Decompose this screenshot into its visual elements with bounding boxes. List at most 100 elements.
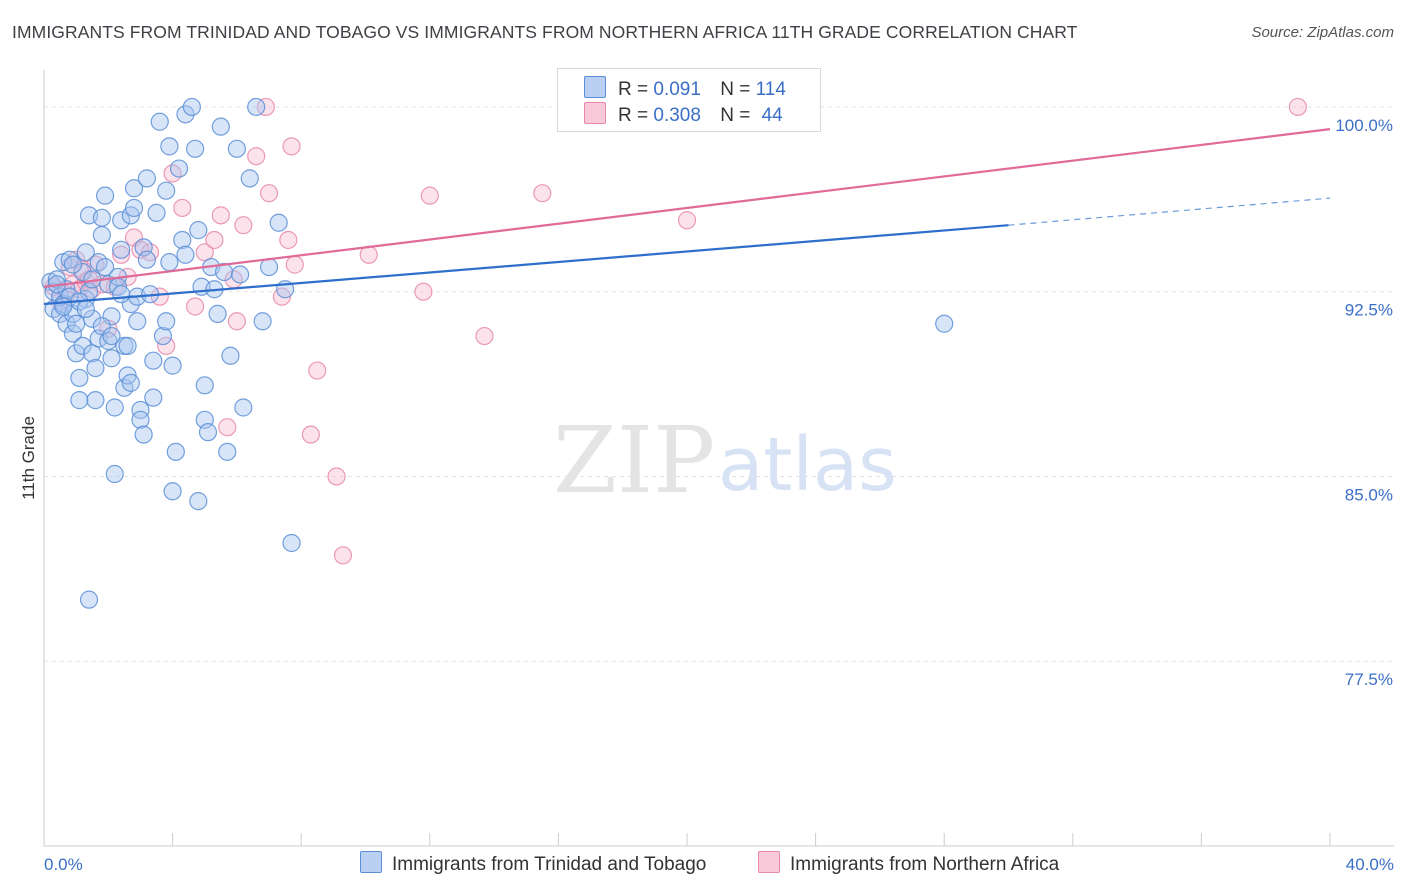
scatter-point-northern-africa [475,326,494,346]
scatter-point-trinidad-tobago [121,294,140,314]
scatter-point-trinidad-tobago [131,400,150,420]
scatter-point-trinidad-tobago [73,262,92,282]
scatter-point-trinidad-tobago [92,225,111,245]
legend-n-label: N = [720,79,751,100]
scatter-point-trinidad-tobago [95,257,115,277]
scatter-point-trinidad-tobago [157,312,176,331]
scatter-point-trinidad-tobago [79,590,99,609]
scatter-point-trinidad-tobago [67,344,86,363]
scatter-point-northern-africa [279,230,298,250]
scatter-point-northern-africa [247,147,266,166]
scatter-point-trinidad-tobago [131,410,150,429]
trend-line-trinidad-tobago-extension [1008,197,1331,226]
scatter-point-northern-africa [256,97,275,117]
scatter-point-northern-africa [282,137,301,156]
scatter-point-trinidad-tobago [189,492,208,511]
scatter-point-northern-africa [414,282,433,301]
trend-lines [43,128,1331,306]
scatter-point-trinidad-tobago [240,169,259,188]
scatter-point-trinidad-tobago [121,373,140,392]
scatter-point-trinidad-tobago [269,213,288,232]
scatter-point-northern-africa [533,184,552,203]
y-tick-label: 77.5% [1345,670,1393,689]
scatter-point-trinidad-tobago [282,533,301,553]
scatter-point-trinidad-tobago [189,221,208,240]
y-tick-labels: 77.5% 85.0% 92.5% 100.0% [1335,116,1393,689]
legend-swatch-pink [584,102,606,124]
legend-r-label: R = [618,105,649,126]
legend-item-northern-africa[interactable]: Immigrants from Northern Africa [758,851,1059,876]
legend-item-trinidad[interactable]: Immigrants from Trinidad and Tobago [360,851,706,876]
y-tick-label: 100.0% [1335,116,1393,135]
scatter-point-northern-africa [327,467,346,486]
scatter-point-trinidad-tobago [102,326,121,346]
scatter-point-trinidad-tobago [63,255,83,274]
scatter-point-trinidad-tobago [153,326,173,346]
scatter-point-trinidad-tobago [124,198,144,218]
legend-swatch-blue [584,76,606,98]
scatter-point-trinidad-tobago [150,112,169,131]
scatter-point-trinidad-tobago [253,312,272,331]
scatter-point-trinidad-tobago [234,398,253,417]
legend-row-northern-africa: R = 0.308 N = 44 [584,102,783,126]
scatter-point-trinidad-tobago [144,388,163,407]
scatter-point-trinidad-tobago [169,159,189,178]
scatter-point-northern-africa [259,184,279,203]
source-credit: Source: ZipAtlas.com [1251,24,1394,41]
scatter-point-northern-africa [173,198,192,218]
watermark-zip: ZIP [553,407,715,514]
scatter-point-trinidad-tobago [92,208,111,227]
scatter-point-trinidad-tobago [195,376,214,395]
scatter-point-trinidad-tobago [112,211,131,230]
watermark-atlas: atlas [718,422,897,508]
axes [43,70,1394,847]
scatter-point-trinidad-tobago [231,265,250,284]
scatter-point-northern-africa [227,312,246,331]
legend-r-label: R = [618,79,649,100]
scatter-point-trinidad-tobago [208,304,227,323]
legend-item-label: Immigrants from Trinidad and Tobago [392,854,707,875]
scatter-point-trinidad-tobago [70,368,89,388]
scatter-point-trinidad-tobago [160,137,179,156]
scatter-point-trinidad-tobago [118,336,137,356]
scatter-point-northern-africa [677,211,697,230]
scatter-point-northern-africa [285,255,304,274]
y-tick-label: 85.0% [1345,485,1393,504]
x-tick-label-max: 40.0% [1346,855,1394,874]
scatter-point-northern-africa [420,186,439,205]
scatter-point-trinidad-tobago [137,250,156,269]
scatter-point-trinidad-tobago [92,317,111,336]
scatter-point-trinidad-tobago [173,230,192,250]
scatter-point-trinidad-tobago [57,314,76,333]
scatter-point-trinidad-tobago [160,253,179,272]
scatter-point-trinidad-tobago [76,243,95,262]
series-northern-africa-points [44,97,1307,565]
y-axis-title: 11th Grade [19,416,38,500]
stats-legend: R = 0.091 N = 114 R = 0.308 N = 44 [557,68,821,132]
scatter-point-northern-africa [205,230,224,250]
scatter-point-northern-africa [308,361,327,380]
scatter-point-trinidad-tobago [198,423,218,442]
scatter-point-trinidad-tobago [247,97,266,117]
scatter-point-trinidad-tobago [144,351,163,370]
scatter-point-trinidad-tobago [176,105,195,124]
legend-r-value: 0.091 [653,79,701,100]
legend-n-label: N = [720,105,751,126]
scatter-point-northern-africa [112,245,131,264]
scatter-point-trinidad-tobago [105,464,124,484]
series-legend: Immigrants from Trinidad and Tobago Immi… [0,851,1406,879]
scatter-point-trinidad-tobago [105,398,124,417]
scatter-point-trinidad-tobago [221,346,240,365]
scatter-point-northern-africa [234,216,253,235]
legend-swatch-pink [758,851,780,873]
scatter-point-trinidad-tobago [112,285,131,304]
trend-line-northern-africa [43,128,1331,288]
x-ticks [172,833,1331,846]
scatter-point-trinidad-tobago [137,169,156,188]
y-tick-label: 92.5% [1345,301,1393,320]
chart-title: IMMIGRANTS FROM TRINIDAD AND TOBAGO VS I… [12,22,1078,42]
scatter-point-trinidad-tobago [176,245,195,264]
scatter-point-trinidad-tobago [124,179,144,198]
legend-n-value: 114 [755,79,786,100]
